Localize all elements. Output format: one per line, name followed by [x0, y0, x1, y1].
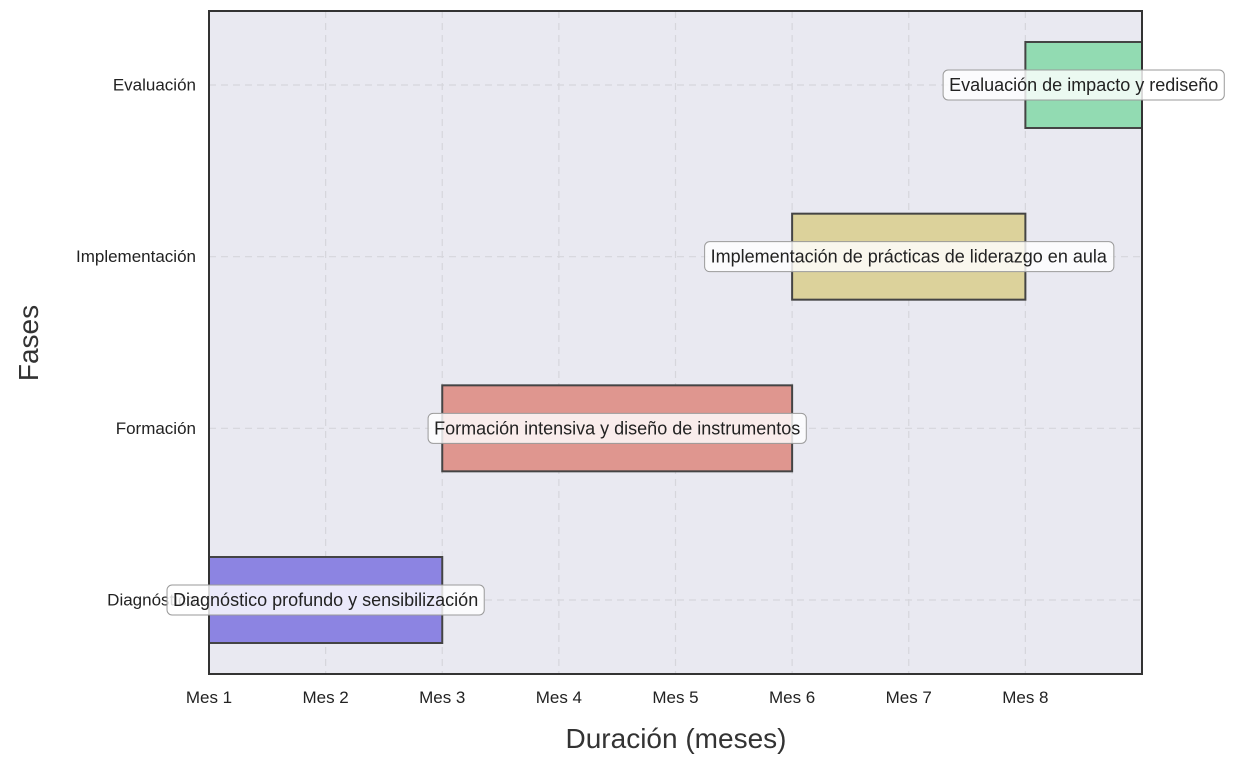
y-tick-label: Formación — [116, 419, 196, 438]
bar-label-background — [704, 241, 1115, 273]
x-tick-label: Mes 7 — [886, 688, 932, 707]
y-tick-label: Implementación — [76, 247, 196, 266]
bar-label: Diagnóstico profundo y sensibilización — [173, 590, 478, 610]
bar-label: Formación intensiva y diseño de instrume… — [434, 418, 800, 438]
bar-label-box: Evaluación de impacto y rediseño — [942, 69, 1225, 101]
x-axis-title: Duración (meses) — [566, 723, 787, 754]
y-tick-labels: DiagnósticoFormaciónImplementaciónEvalua… — [76, 76, 196, 610]
bar-label: Implementación de prácticas de liderazgo… — [711, 247, 1108, 267]
x-tick-labels: Mes 1 Mes 2 Mes 3 Mes 4 Mes 5 Mes 6 Mes 7 Mes 8 — [186, 688, 1049, 707]
x-tick-label: Mes 6 — [769, 688, 815, 707]
y-axis-title: Fases — [13, 305, 44, 381]
bar-label-box: Formación intensiva y diseño de instrume… — [427, 412, 807, 444]
bar-label-box: Implementación de prácticas de liderazgo… — [704, 241, 1115, 273]
bar-label-box: Diagnóstico profundo y sensibilización — [166, 584, 485, 616]
x-tick-label: Mes 8 — [1002, 688, 1048, 707]
bar-label: Evaluación de impacto y rediseño — [949, 75, 1218, 95]
x-tick-label: Mes 4 — [536, 688, 582, 707]
x-tick-label: Mes 3 — [419, 688, 465, 707]
y-tick-label: Evaluación — [113, 76, 196, 95]
plot-frame — [208, 10, 1143, 675]
bar-labels: Diagnóstico profundo y sensibilización Fo… — [166, 69, 1225, 616]
x-tick-label: Mes 2 — [302, 688, 348, 707]
x-tick-label: Mes 5 — [652, 688, 698, 707]
bar-label-background — [942, 69, 1225, 101]
x-tick-label: Mes 1 — [186, 688, 232, 707]
bar-label-background — [166, 584, 485, 616]
bar-label-background — [427, 412, 807, 444]
